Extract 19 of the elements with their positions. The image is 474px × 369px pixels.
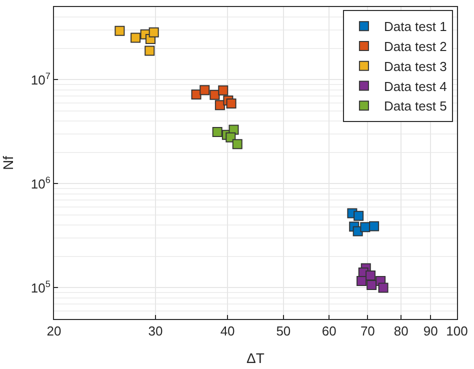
- x-tick-label: 100: [446, 324, 468, 339]
- y-tick-label: 10$^{6}$: [30, 174, 50, 192]
- x-tick-label: 70: [360, 324, 375, 339]
- x-tick-label: 90: [423, 324, 438, 339]
- legend-label: Data test 3: [384, 58, 447, 74]
- legend-label: Data test 2: [384, 39, 447, 54]
- x-tick-label: 50: [276, 324, 291, 339]
- x-tick-label: 40: [220, 324, 235, 339]
- legend-label: Data test 5: [384, 98, 447, 114]
- y-tick-label: 10$^{5}$: [30, 278, 50, 296]
- legend-label: Data test 4: [384, 78, 447, 94]
- legend-label: Data test 1: [384, 19, 447, 34]
- x-axis-title: ΔT: [246, 350, 265, 366]
- x-tick-label: 20: [46, 324, 62, 339]
- x-tick-label: 30: [148, 324, 163, 339]
- y-tick-label: 10$^{7}$: [30, 70, 50, 88]
- x-tick-label: 80: [394, 324, 408, 339]
- x-tick-label: 60: [322, 324, 336, 339]
- y-axis-title: Nf: [0, 156, 16, 170]
